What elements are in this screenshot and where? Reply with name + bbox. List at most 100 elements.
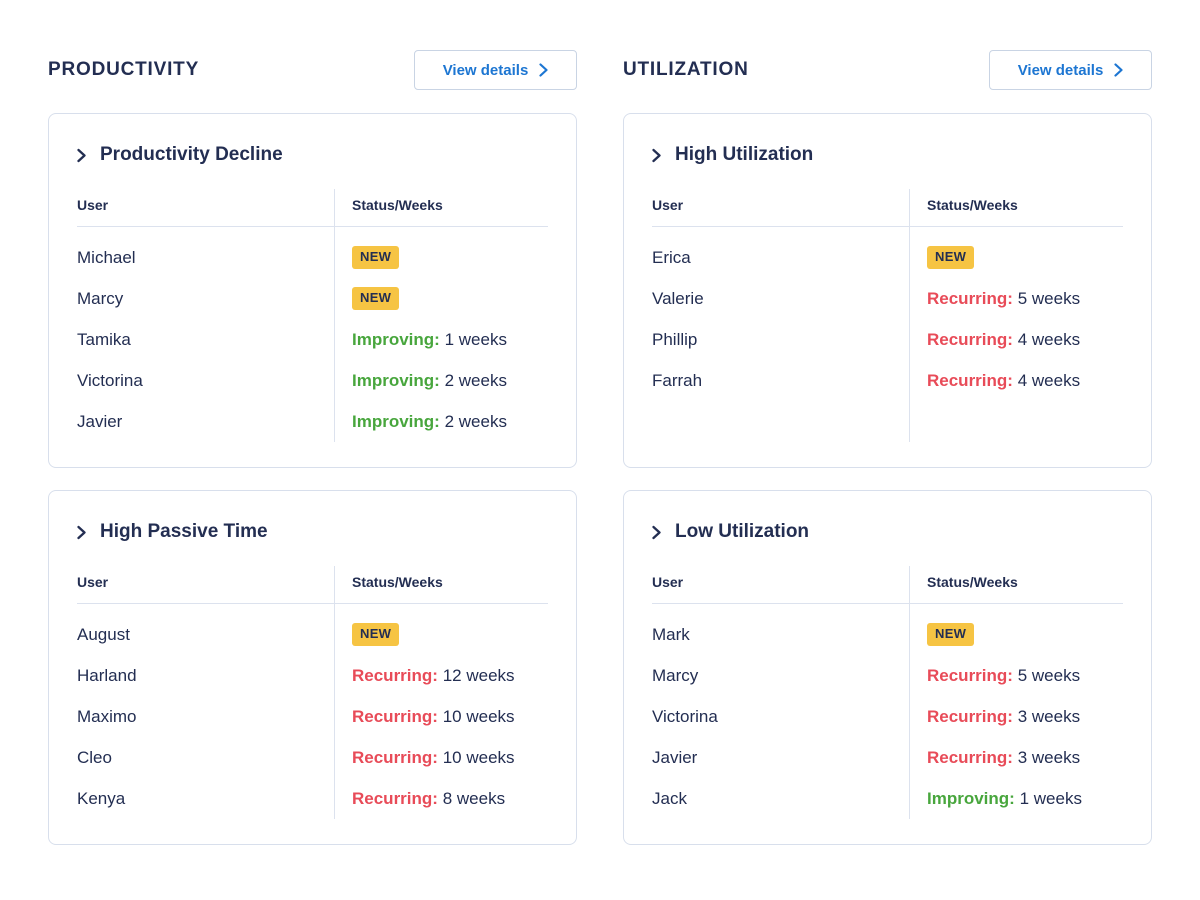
new-badge: NEW <box>352 623 400 646</box>
weeks-value: 3 weeks <box>1017 706 1081 726</box>
status-cell: Improving: 2 weeks <box>334 371 548 391</box>
user-name: Marcy <box>652 665 699 685</box>
chevron-right-icon <box>77 525 86 539</box>
table-row: Victorina Improving: 2 weeks <box>77 360 548 401</box>
status-cell: Recurring: 8 weeks <box>334 789 548 809</box>
table-row: Erica NEW <box>652 237 1123 278</box>
column-header-status: Status/Weeks <box>352 574 443 590</box>
new-badge: NEW <box>927 246 975 269</box>
improving-status-label: Improving: <box>352 329 440 349</box>
view-details-button-productivity[interactable]: View details <box>414 50 577 90</box>
user-name: Marcy <box>77 288 124 308</box>
recurring-status-label: Recurring: <box>352 788 438 808</box>
user-name: Victorina <box>77 370 143 390</box>
recurring-status-label: Recurring: <box>927 370 1013 390</box>
improving-status-label: Improving: <box>927 788 1015 808</box>
view-details-label: View details <box>442 61 529 79</box>
table-row: Mark NEW <box>652 614 1123 655</box>
new-badge: NEW <box>352 246 400 269</box>
alert-table: User Status/Weeks Michael NEW Marcy NEW … <box>77 189 548 442</box>
user-name: Victorina <box>652 706 718 726</box>
weeks-value: 1 weeks <box>444 329 507 349</box>
card-title: Productivity Decline <box>100 144 283 165</box>
status-cell: Recurring: 5 weeks <box>909 666 1123 686</box>
chevron-right-icon <box>652 148 661 162</box>
card-title-row[interactable]: Productivity Decline <box>77 140 548 170</box>
column-header-status: Status/Weeks <box>927 574 1018 590</box>
weeks-value: 5 weeks <box>1017 288 1081 308</box>
status-cell: NEW <box>909 246 1123 269</box>
recurring-status-label: Recurring: <box>927 747 1013 767</box>
chevron-right-icon <box>77 148 86 162</box>
utilization-header: UTILIZATION View details <box>623 50 1152 90</box>
chevron-right-icon <box>539 63 548 77</box>
status-cell: Recurring: 4 weeks <box>909 330 1123 350</box>
user-name: Harland <box>77 665 137 685</box>
alert-table: User Status/Weeks August NEW Harland Rec… <box>77 566 548 819</box>
improving-status-label: Improving: <box>352 411 440 431</box>
table-row: Harland Recurring: 12 weeks <box>77 655 548 696</box>
column-header-status: Status/Weeks <box>352 197 443 213</box>
productivity-header: PRODUCTIVITY View details <box>48 50 577 90</box>
table-body: August NEW Harland Recurring: 12 weeks M… <box>77 604 548 819</box>
section-utilization: UTILIZATION View details High Utilizatio… <box>623 50 1152 900</box>
user-name: Javier <box>652 747 698 767</box>
recurring-status-label: Recurring: <box>352 665 438 685</box>
table-row: August NEW <box>77 614 548 655</box>
alert-card: Low Utilization User Status/Weeks Mark N… <box>623 490 1152 845</box>
weeks-value: 4 weeks <box>1017 329 1081 349</box>
status-cell: Improving: 1 weeks <box>909 789 1123 809</box>
view-details-label: View details <box>1017 61 1104 79</box>
status-cell: NEW <box>909 623 1123 646</box>
productivity-cards: Productivity Decline User Status/Weeks M… <box>48 113 577 867</box>
user-name: Mark <box>652 624 690 644</box>
table-row: Victorina Recurring: 3 weeks <box>652 696 1123 737</box>
alert-card: High Passive Time User Status/Weeks Augu… <box>48 490 577 845</box>
section-productivity: PRODUCTIVITY View details Productivity D… <box>48 50 577 900</box>
table-row: Maximo Recurring: 10 weeks <box>77 696 548 737</box>
card-title: Low Utilization <box>675 521 810 542</box>
recurring-status-label: Recurring: <box>927 706 1013 726</box>
status-cell: Recurring: 3 weeks <box>909 707 1123 727</box>
table-row: Phillip Recurring: 4 weeks <box>652 319 1123 360</box>
utilization-cards: High Utilization User Status/Weeks Erica… <box>623 113 1152 867</box>
status-cell: NEW <box>334 623 548 646</box>
column-divider <box>909 189 910 442</box>
table-row: Cleo Recurring: 10 weeks <box>77 737 548 778</box>
table-row: Jack Improving: 1 weeks <box>652 778 1123 819</box>
column-divider <box>909 566 910 819</box>
recurring-status-label: Recurring: <box>352 747 438 767</box>
recurring-status-label: Recurring: <box>352 706 438 726</box>
status-cell: Recurring: 4 weeks <box>909 371 1123 391</box>
column-header-user: User <box>652 574 684 590</box>
weeks-value: 8 weeks <box>442 788 506 808</box>
status-cell: Recurring: 3 weeks <box>909 748 1123 768</box>
table-row: Marcy Recurring: 5 weeks <box>652 655 1123 696</box>
column-header-user: User <box>77 574 109 590</box>
table-body: Erica NEW Valerie Recurring: 5 weeks Phi… <box>652 227 1123 401</box>
view-details-button-utilization[interactable]: View details <box>989 50 1152 90</box>
card-title-row[interactable]: Low Utilization <box>652 517 1123 547</box>
status-cell: NEW <box>334 287 548 310</box>
status-cell: Recurring: 12 weeks <box>334 666 548 686</box>
card-title-row[interactable]: High Passive Time <box>77 517 548 547</box>
weeks-value: 3 weeks <box>1017 747 1081 767</box>
user-name: Erica <box>652 247 691 267</box>
recurring-status-label: Recurring: <box>927 288 1013 308</box>
table-header-row: User Status/Weeks <box>652 189 1123 227</box>
column-divider <box>334 189 335 442</box>
chevron-right-icon <box>1114 63 1123 77</box>
card-title-row[interactable]: High Utilization <box>652 140 1123 170</box>
user-name: Farrah <box>652 370 703 390</box>
user-name: Phillip <box>652 329 698 349</box>
recurring-status-label: Recurring: <box>927 665 1013 685</box>
weeks-value: 10 weeks <box>442 747 515 767</box>
user-name: Javier <box>77 411 123 431</box>
table-row: Marcy NEW <box>77 278 548 319</box>
table-row: Tamika Improving: 1 weeks <box>77 319 548 360</box>
table-row: Farrah Recurring: 4 weeks <box>652 360 1123 401</box>
status-cell: NEW <box>334 246 548 269</box>
table-body: Michael NEW Marcy NEW Tamika Improving: … <box>77 227 548 442</box>
table-body: Mark NEW Marcy Recurring: 5 weeks Victor… <box>652 604 1123 819</box>
